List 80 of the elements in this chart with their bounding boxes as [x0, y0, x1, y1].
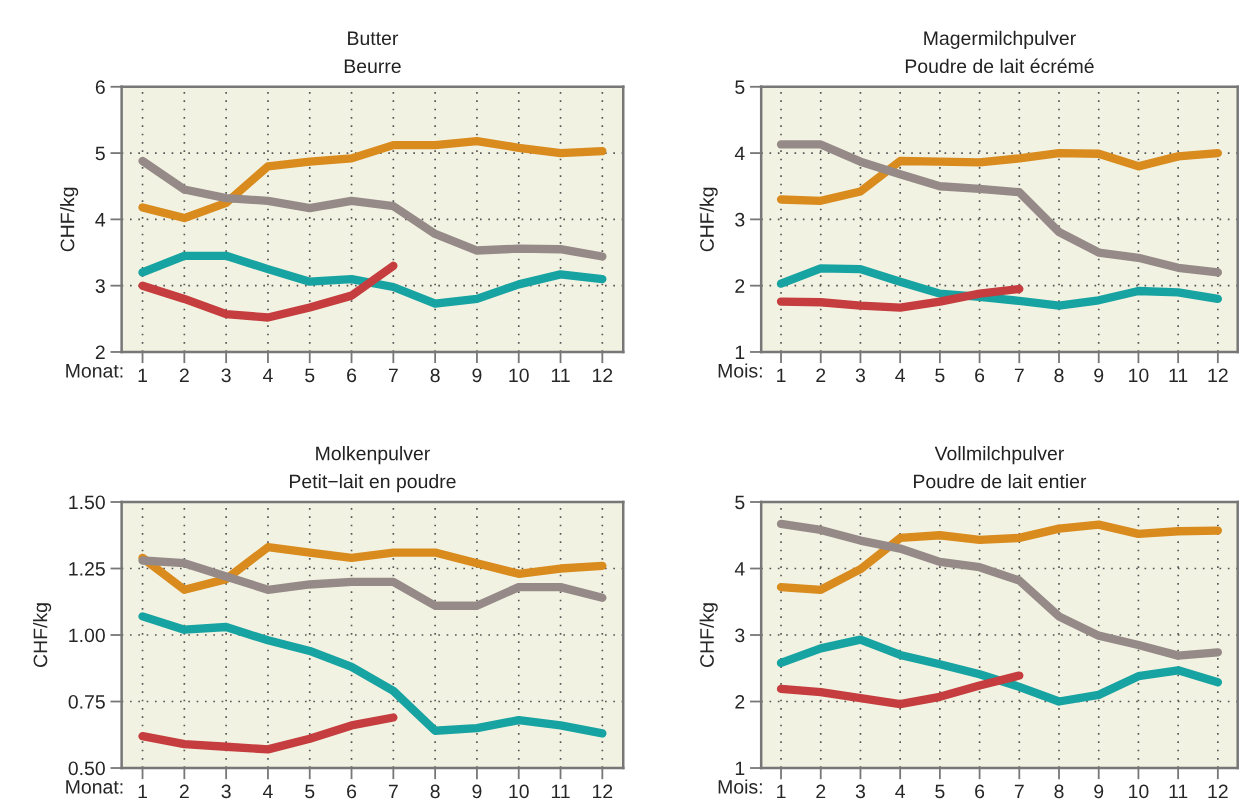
x-tick-label: 7 [388, 368, 398, 383]
x-tick-label: 12 [1208, 784, 1228, 799]
y-tick-label: 2 [735, 694, 745, 709]
x-tick-label: 6 [975, 368, 985, 383]
y-tick-label: 2 [735, 279, 745, 293]
y-tick-label: 5 [95, 146, 105, 161]
y-tick-label: 3 [735, 628, 745, 643]
y-tick-label: 4 [734, 146, 745, 161]
x-tick-label: 4 [262, 784, 273, 799]
x-tick-label: 8 [1054, 784, 1064, 799]
x-tick-label: 6 [347, 368, 357, 383]
y-tick-label: 1.50 [69, 495, 105, 510]
y-tick-label: 5 [735, 495, 745, 510]
y-axis-title: CHF/kg [60, 187, 79, 252]
x-tick-label: 7 [1014, 368, 1024, 383]
x-tick-label: 8 [430, 368, 440, 383]
x-tick-label: 12 [593, 368, 613, 383]
y-tick-label: 3 [735, 212, 745, 227]
x-tick-label: 3 [221, 784, 231, 799]
y-axis-title: CHF/kg [699, 187, 718, 252]
x-tick-label: 1 [777, 784, 786, 799]
y-axis-title: CHF/kg [699, 603, 718, 667]
x-tick-label: 5 [935, 368, 945, 383]
x-tick-label: 2 [179, 784, 189, 799]
y-tick-label: 6 [95, 80, 105, 95]
x-tick-label: 10 [509, 784, 529, 799]
y-tick-label: 1.00 [69, 628, 105, 643]
y-tick-label: 1 [735, 345, 745, 360]
x-tick-label: 6 [347, 784, 357, 799]
y-tick-label: 0.50 [68, 761, 105, 776]
x-tick-label: 11 [1169, 784, 1188, 799]
x-axis-title: Mois: [718, 779, 762, 794]
chart-title: Vollmilchpulver Poudre de lait entier [914, 446, 1087, 489]
x-tick-label: 10 [509, 368, 529, 383]
y-tick-label: 4 [95, 213, 106, 227]
y-tick-label: 2 [95, 345, 105, 360]
chart-title: Molkenpulver Petit−lait en poudre [289, 446, 456, 493]
x-tick-label: 3 [221, 368, 231, 383]
x-tick-label: 2 [179, 368, 189, 383]
x-tick-label: 3 [855, 784, 866, 799]
x-tick-label: 7 [1014, 784, 1024, 799]
x-tick-label: 5 [305, 784, 315, 799]
x-axis-title: Monat: [66, 780, 123, 794]
x-tick-label: 5 [305, 368, 315, 383]
x-tick-label: 9 [472, 368, 482, 383]
x-tick-label: 9 [1094, 784, 1104, 799]
x-tick-label: 5 [935, 784, 945, 799]
x-tick-label: 12 [1208, 368, 1228, 383]
x-tick-label: 6 [975, 784, 985, 799]
x-tick-label: 4 [262, 368, 273, 383]
y-tick-label: 3 [95, 279, 105, 293]
x-tick-label: 11 [1169, 368, 1188, 383]
chart-title: Butter Beurre [344, 31, 401, 74]
x-tick-label: 1 [777, 368, 786, 383]
y-tick-label: 4 [734, 562, 745, 576]
x-tick-label: 4 [895, 368, 905, 383]
x-tick-label: 11 [551, 368, 570, 383]
x-tick-label: 10 [1129, 368, 1149, 383]
x-tick-label: 9 [472, 784, 482, 799]
x-tick-label: 7 [388, 784, 398, 799]
x-tick-label: 8 [1054, 368, 1064, 383]
y-axis-title: CHF/kg [33, 603, 52, 667]
x-tick-label: 10 [1129, 784, 1149, 799]
x-tick-label: 3 [855, 368, 866, 383]
chart-title: Magermilchpulver Poudre de lait écrémé [905, 30, 1094, 74]
x-tick-label: 2 [816, 784, 826, 799]
x-tick-label: 9 [1094, 368, 1104, 383]
x-tick-label: 1 [138, 784, 147, 799]
x-tick-label: 4 [895, 784, 905, 799]
x-tick-label: 1 [138, 368, 147, 383]
x-axis-title: Monat: [66, 364, 123, 378]
x-axis-title: Mois: [718, 363, 762, 378]
x-tick-label: 12 [593, 784, 613, 799]
x-tick-label: 8 [430, 784, 440, 799]
y-tick-label: 0.75 [68, 694, 105, 709]
x-tick-label: 2 [816, 368, 826, 383]
x-tick-label: 11 [551, 784, 570, 799]
y-tick-label: 5 [735, 80, 745, 95]
y-tick-label: 1 [735, 761, 745, 776]
y-tick-label: 1.25 [69, 561, 105, 576]
